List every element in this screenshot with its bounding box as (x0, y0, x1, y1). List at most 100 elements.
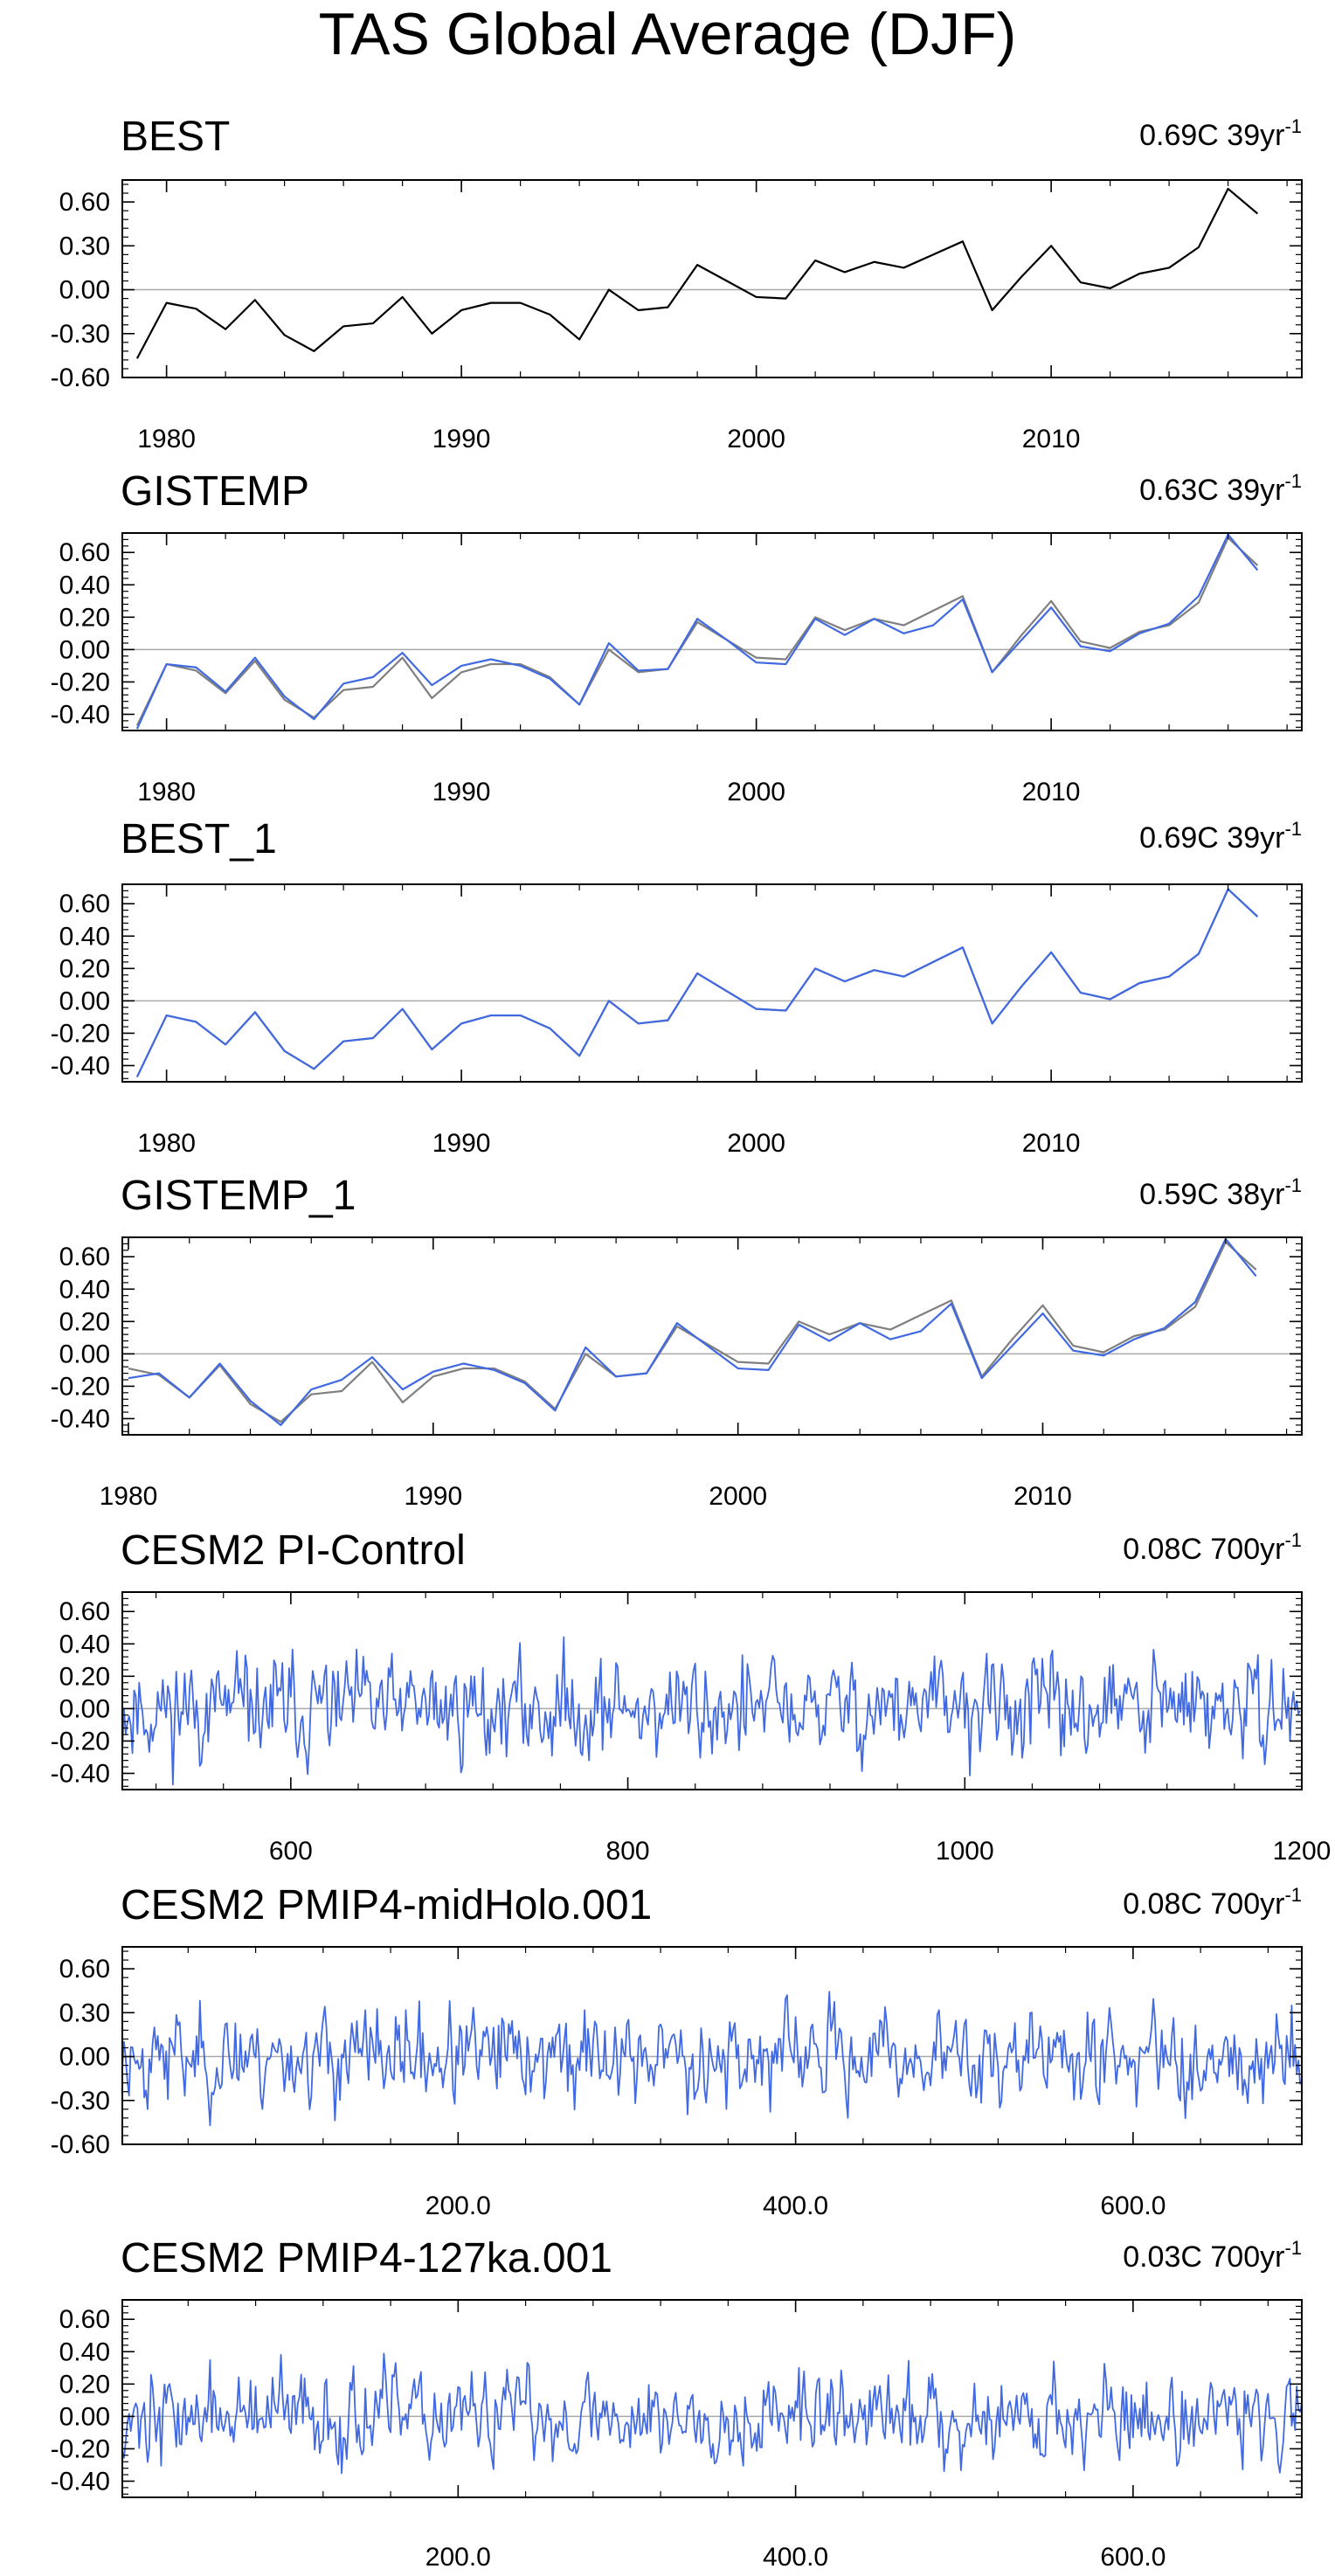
series-line-2 (135, 888, 1259, 1077)
x-tick-label: 1000 (936, 1837, 994, 1866)
x-tick-label: 600.0 (1100, 2192, 1166, 2220)
y-tick-label: -0.20 (51, 1372, 110, 1401)
series-line-1 (135, 537, 1259, 726)
y-tick-label: 0.00 (59, 2043, 110, 2072)
panel-title: BEST (121, 114, 230, 160)
series-line-1 (121, 1636, 1301, 1786)
series-line-1 (135, 187, 1259, 359)
y-tick-label: 0.00 (59, 2402, 110, 2431)
y-tick-label: -0.40 (51, 1404, 110, 1433)
x-tick-label: 1980 (100, 1482, 158, 1511)
x-tick-label: 1990 (432, 425, 491, 454)
panel-trend: 0.03C 700yr-1 (1123, 2237, 1302, 2274)
y-tick-label: 0.40 (59, 571, 110, 599)
y-tick-label: -0.30 (51, 2087, 110, 2116)
y-tick-label: 0.60 (59, 1955, 110, 1984)
y-tick-label: 0.00 (59, 1340, 110, 1368)
y-tick-label: 0.60 (59, 538, 110, 567)
y-tick-label: 0.60 (59, 1597, 110, 1626)
y-tick-label: 0.40 (59, 1275, 110, 1304)
y-tick-label: 0.30 (59, 1998, 110, 2027)
trend-exponent: -1 (1284, 470, 1302, 492)
y-tick-label: 0.20 (59, 603, 110, 632)
x-tick-label: 400.0 (763, 2543, 828, 2572)
y-tick-label: -0.40 (51, 700, 110, 729)
y-tick-label: 0.60 (59, 890, 110, 918)
x-tick-label: 2000 (727, 425, 785, 454)
panel-title: GISTEMP_1 (121, 1173, 356, 1219)
y-tick-label: 0.00 (59, 276, 110, 305)
series-line-1 (128, 1241, 1257, 1423)
panel-title: CESM2 PMIP4-127ka.001 (121, 2235, 612, 2282)
y-tick-label: -0.40 (51, 2467, 110, 2496)
chart-panel-4: GISTEMP_1 0.59C 38yr-1 0.60 0.40 0.20 0.00 -0.… (51, 1173, 1303, 1511)
panel-title: CESM2 PI-Control (121, 1527, 466, 1574)
x-tick-label: 200.0 (425, 2192, 491, 2220)
x-tick-label: 1980 (137, 778, 196, 807)
x-tick-label: 800 (606, 1837, 650, 1866)
trend-exponent: -1 (1284, 2237, 1302, 2259)
y-tick-label: -0.60 (51, 364, 110, 392)
y-tick-label: 0.40 (59, 1630, 110, 1658)
series-line-2 (128, 1237, 1257, 1426)
y-tick-label: 0.60 (59, 1243, 110, 1271)
y-tick-label: -0.20 (51, 2434, 110, 2463)
x-tick-label: 400.0 (763, 2192, 828, 2220)
y-tick-label: 0.00 (59, 1694, 110, 1723)
x-tick-label: 1980 (137, 1129, 196, 1158)
x-tick-label: 1200 (1273, 1837, 1332, 1866)
plot-frame (121, 1946, 1303, 2145)
panel-trend: 0.63C 39yr-1 (1139, 470, 1302, 507)
x-tick-label: 1990 (432, 1129, 491, 1158)
panel-title: BEST_1 (121, 816, 277, 862)
figure-title: TAS Global Average (DJF) (318, 1, 1017, 67)
chart-panel-6: CESM2 PMIP4-midHolo.001 0.08C 700yr-1 0.60… (51, 1882, 1303, 2220)
plot-frame (121, 532, 1303, 731)
y-tick-label: 0.60 (59, 2305, 110, 2334)
x-tick-label: 1980 (137, 425, 196, 454)
series-line-2 (135, 533, 1259, 730)
x-tick-label: 200.0 (425, 2543, 491, 2572)
y-tick-label: -0.40 (51, 1759, 110, 1788)
plot-frame (121, 1591, 1303, 1790)
y-tick-label: 0.30 (59, 232, 110, 260)
plot-frame (121, 883, 1303, 1083)
y-tick-label: -0.30 (51, 320, 110, 349)
trend-exponent: -1 (1284, 1529, 1302, 1551)
x-tick-label: 1990 (404, 1482, 462, 1511)
y-tick-label: 0.40 (59, 2337, 110, 2366)
chart-panel-5: CESM2 PI-Control 0.08C 700yr-1 0.60 0.40 0.2… (51, 1527, 1332, 1866)
x-tick-label: 2010 (1022, 778, 1081, 807)
y-tick-label: 0.20 (59, 1307, 110, 1336)
y-tick-label: 0.20 (59, 954, 110, 983)
y-tick-label: 0.60 (59, 188, 110, 217)
panel-trend: 0.69C 39yr-1 (1139, 115, 1302, 152)
y-tick-label: -0.60 (51, 2130, 110, 2159)
y-tick-label: -0.40 (51, 1051, 110, 1080)
y-tick-label: 0.40 (59, 922, 110, 951)
chart-panel-1: BEST 0.69C 39yr-1 0.60 0.30 0.00 -0.30 -0.60 19… (51, 114, 1303, 454)
y-tick-label: -0.20 (51, 1019, 110, 1048)
x-tick-label: 2000 (709, 1482, 767, 1511)
y-tick-label: 0.20 (59, 2370, 110, 2399)
plot-frame (121, 2299, 1303, 2498)
trend-exponent: -1 (1284, 115, 1302, 137)
y-tick-label: -0.20 (51, 668, 110, 696)
y-tick-label: -0.20 (51, 1727, 110, 1755)
x-tick-label: 1990 (432, 778, 491, 807)
x-tick-label: 2010 (1022, 425, 1081, 454)
x-tick-label: 2000 (727, 778, 785, 807)
y-tick-label: 0.00 (59, 635, 110, 664)
trend-exponent: -1 (1284, 1884, 1302, 1906)
panel-title: CESM2 PMIP4-midHolo.001 (121, 1882, 652, 1929)
panel-trend: 0.08C 700yr-1 (1123, 1529, 1302, 1566)
x-tick-label: 2010 (1022, 1129, 1081, 1158)
x-tick-label: 600 (269, 1837, 313, 1866)
y-tick-label: 0.20 (59, 1662, 110, 1691)
x-tick-label: 2010 (1013, 1482, 1072, 1511)
plot-frame (121, 179, 1303, 378)
trend-exponent: -1 (1284, 1174, 1302, 1196)
trend-exponent: -1 (1284, 818, 1302, 840)
chart-panel-2: GISTEMP 0.63C 39yr-1 0.60 0.40 0.20 0.00 -0.20… (51, 468, 1303, 807)
